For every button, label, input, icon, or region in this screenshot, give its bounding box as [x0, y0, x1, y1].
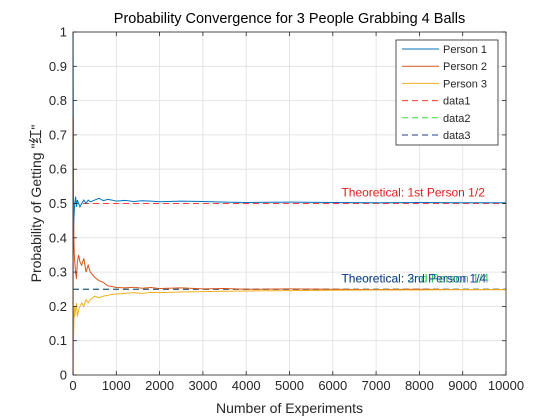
annotation-text: Theoretical: 1st Person 1/2 — [341, 186, 485, 200]
x-tick-label: 7000 — [362, 378, 391, 393]
y-tick-label: 0.9 — [49, 59, 67, 74]
y-tick-label: 0.6 — [49, 162, 67, 177]
series-line-person-3 — [72, 289, 506, 376]
y-tick-label: 0 — [60, 368, 67, 383]
y-tick-label: 0.7 — [49, 127, 67, 142]
series-line-person-1 — [72, 31, 506, 238]
x-tick-label: 8000 — [405, 378, 434, 393]
x-tick-label: 9000 — [448, 378, 477, 393]
y-axis-label: Probability of Getting "红" — [28, 125, 44, 283]
annotations: Theoretical: 1st Person 1/2 Theoretical: … — [341, 186, 489, 286]
legend-label: Person 1 — [443, 44, 487, 56]
x-tick-label: 0 — [69, 378, 76, 393]
legend-label: data3 — [443, 130, 471, 142]
y-tick-label: 1 — [60, 25, 67, 40]
x-tick-label: 4000 — [232, 378, 261, 393]
y-tick-label: 0.8 — [49, 93, 67, 108]
legend-items: Person 1 Person 2 Person 3 data1 data2 data3 — [402, 44, 487, 142]
x-tick-label: 2000 — [145, 378, 174, 393]
annotation-text: Theoretical: 3rd Person 1/4 — [341, 271, 486, 285]
legend: Person 1 Person 2 Person 3 data1 data2 data3 — [395, 39, 499, 146]
y-tick-label: 0.4 — [49, 230, 67, 245]
legend-box — [395, 39, 499, 146]
x-tick-label: 6000 — [318, 378, 347, 393]
annotation-text: Theoretical: 2nd Person 1/4 — [341, 271, 489, 285]
axis-ticks: 0 1000 2000 3000 4000 5000 6000 7000 8000 9000 100… — [49, 25, 524, 394]
x-tick-label: 3000 — [188, 378, 217, 393]
y-tick-label: 0.1 — [49, 333, 67, 348]
y-tick-label: 0.3 — [49, 265, 67, 280]
x-tick-label: 1000 — [102, 378, 131, 393]
legend-label: data1 — [443, 96, 471, 108]
legend-label: data2 — [443, 113, 471, 125]
x-tick-label: 5000 — [275, 378, 304, 393]
x-axis-label: Number of Experiments — [216, 400, 363, 416]
legend-label: Person 3 — [443, 78, 487, 90]
y-tick-label: 0.2 — [49, 299, 67, 314]
x-tick-label: 10000 — [488, 378, 524, 393]
legend-label: Person 2 — [443, 61, 487, 73]
y-tick-label: 0.5 — [49, 196, 67, 211]
chart-title: Probability Convergence for 3 People Gra… — [114, 11, 465, 27]
